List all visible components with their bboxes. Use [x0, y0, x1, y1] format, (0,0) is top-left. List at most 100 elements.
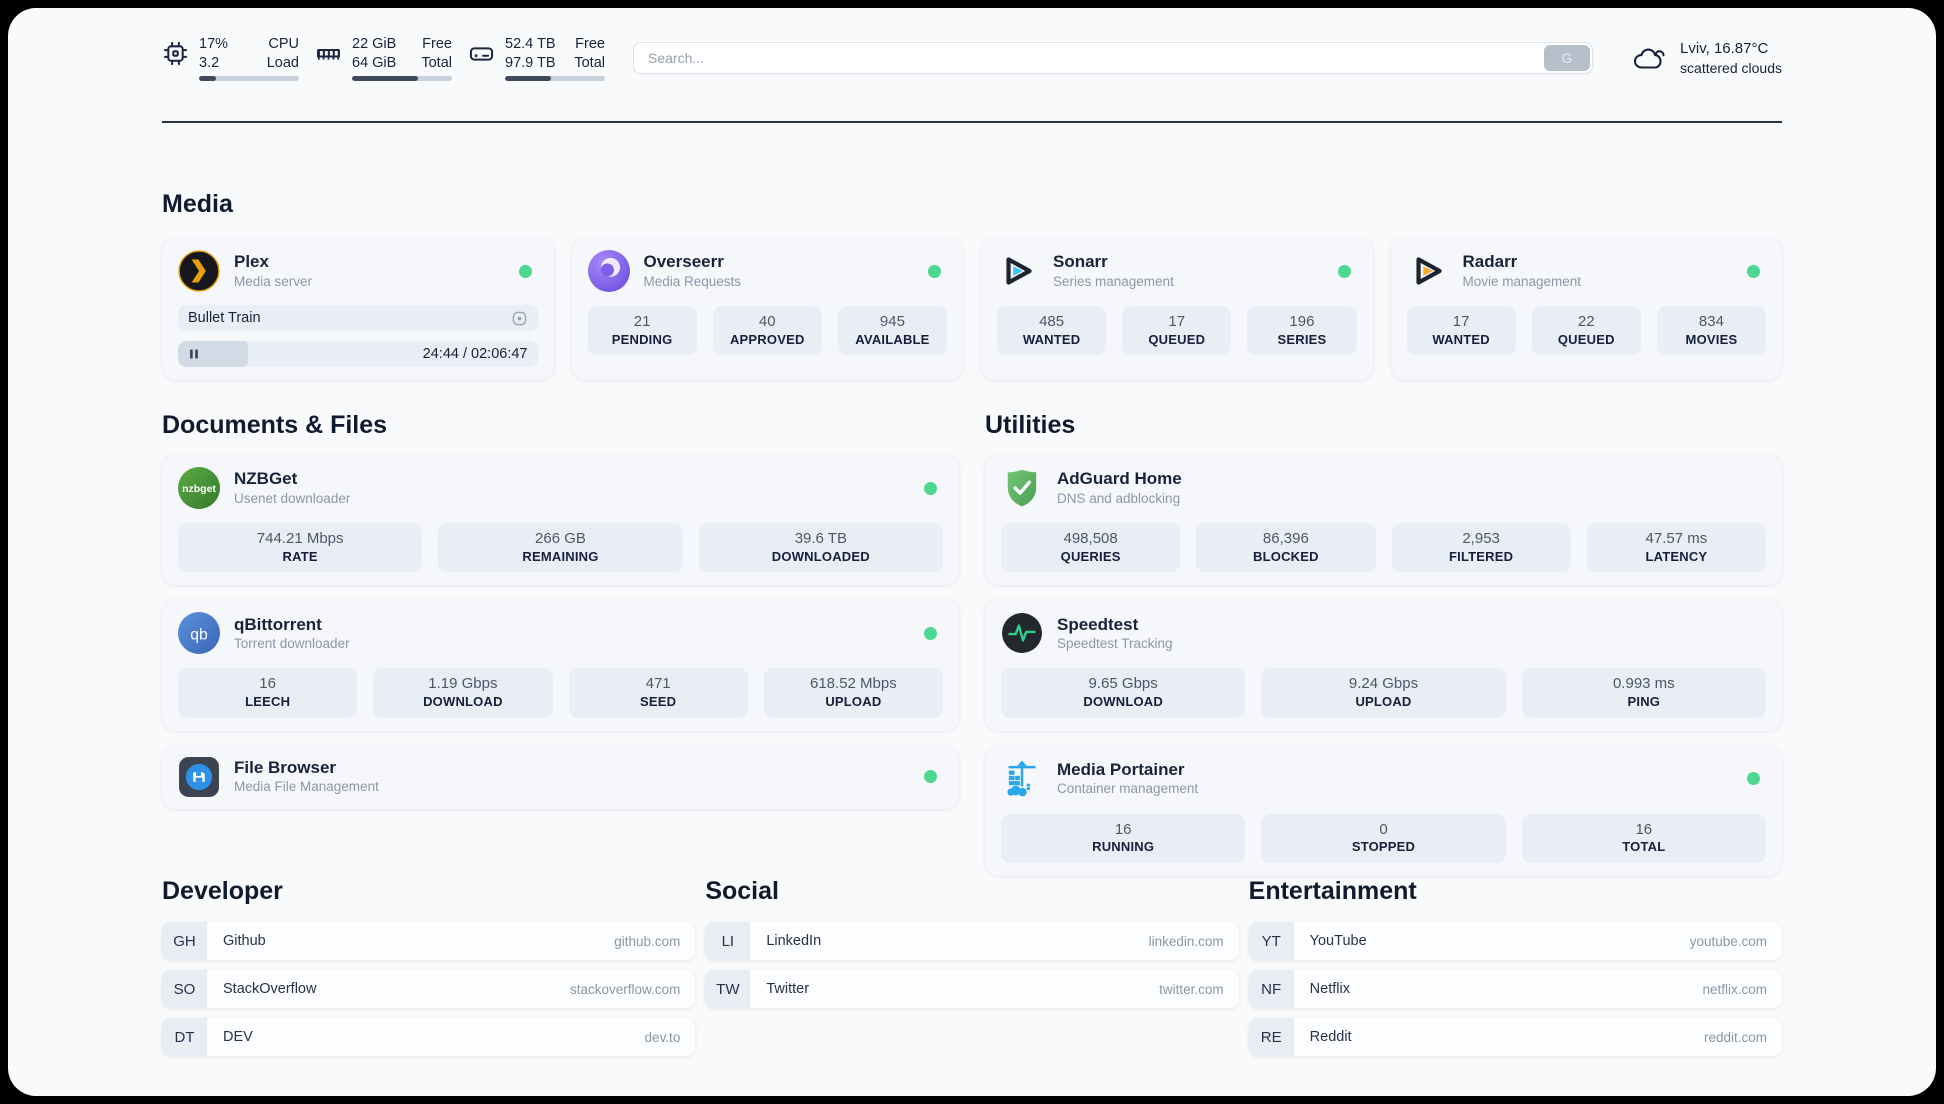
section-title-entertainment: Entertainment	[1248, 877, 1417, 906]
speedtest-icon	[1001, 612, 1043, 654]
app-subtitle: Torrent downloader	[234, 636, 350, 652]
app-name: qBittorrent	[234, 614, 322, 634]
stat-label: PING	[1627, 693, 1661, 709]
stat-box: 17 WANTED	[1406, 306, 1516, 356]
stat-box: 16 RUNNING	[1001, 813, 1246, 864]
plex-icon	[178, 250, 220, 292]
stat-label: AVAILABLE	[855, 331, 930, 347]
link-linkedin[interactable]: LI LinkedIn linkedin.com	[705, 922, 1239, 961]
link-domain: dev.to	[644, 1029, 681, 1045]
stat-value: 498,508	[1063, 530, 1118, 547]
link-abbr: NF	[1248, 970, 1294, 1009]
qbittorrent-card[interactable]: qb qBittorrent Torrent downloader	[162, 599, 959, 731]
link-reddit[interactable]: RE Reddit reddit.com	[1248, 1018, 1782, 1057]
playback-progress-fill	[178, 341, 249, 367]
media-grid: Plex Media server Bullet Train	[162, 237, 1782, 380]
link-abbr: DT	[162, 1018, 207, 1057]
app-name: Media Portainer	[1057, 760, 1185, 780]
nzbget-card[interactable]: nzbget NZBGet Usenet downloader 74	[162, 454, 959, 586]
link-domain: stackoverflow.com	[570, 981, 681, 997]
filebrowser-icon	[178, 756, 220, 798]
status-dot	[518, 264, 532, 278]
stat-label: QUEUED	[1557, 331, 1615, 347]
filebrowser-card[interactable]: File Browser Media File Management	[162, 744, 959, 809]
link-domain: github.com	[614, 933, 681, 949]
playback-time: 24:44 / 02:06:47	[422, 346, 528, 362]
stat-box: 618.52 Mbps UPLOAD	[763, 668, 943, 718]
link-stackoverflow[interactable]: SO StackOverflow stackoverflow.com	[162, 970, 696, 1009]
stat-label: UPLOAD	[825, 693, 882, 709]
section-title-documents: Documents & Files	[162, 411, 388, 439]
app-name: File Browser	[234, 758, 337, 778]
adguard-card[interactable]: AdGuard Home DNS and adblocking 498,508 …	[985, 454, 1782, 586]
stat-value: 2,953	[1462, 530, 1500, 547]
plex-card[interactable]: Plex Media server Bullet Train	[162, 237, 554, 380]
stat-box: 744.21 Mbps RATE	[178, 523, 423, 573]
bookmarks-area: Developer GH Github github.com SO StackO…	[162, 876, 1782, 1057]
stat-box: 21 PENDING	[587, 306, 697, 356]
memory-stat: 22 GiB 64 GiB Free Total	[315, 35, 452, 81]
cpu-progress-fill	[199, 75, 216, 81]
memory-progress-fill	[352, 75, 418, 81]
status-dot	[924, 626, 937, 640]
stat-label: RATE	[282, 548, 318, 564]
link-youtube[interactable]: YT YouTube youtube.com	[1248, 922, 1782, 961]
system-stats: 17% 3.2 CPU Load	[162, 35, 605, 81]
stat-box: 0.993 ms PING	[1521, 668, 1766, 718]
link-dev[interactable]: DT DEV dev.to	[162, 1018, 696, 1057]
link-name: Netflix	[1309, 981, 1350, 998]
stat-box: 1.19 Gbps DOWNLOAD	[373, 668, 553, 718]
stat-value: 22	[1577, 313, 1595, 330]
entertainment-column: Entertainment YT YouTube youtube.com NF …	[1248, 876, 1782, 1057]
app-subtitle: Container management	[1057, 781, 1199, 797]
playback-progress-bar[interactable]: 24:44 / 02:06:47	[178, 341, 538, 367]
search-input[interactable]	[633, 42, 1594, 74]
pause-button[interactable]	[188, 348, 200, 360]
link-github[interactable]: GH Github github.com	[162, 922, 696, 961]
link-abbr: LI	[705, 922, 751, 961]
status-dot	[1747, 264, 1760, 278]
disk-free-value: 52.4 TB	[505, 36, 556, 53]
search-engine-button[interactable]: G	[1544, 45, 1591, 71]
weather-widget: Lviv, 16.87°C scattered clouds	[1631, 39, 1782, 77]
memory-free-value: 22 GiB	[352, 36, 397, 53]
stat-label: TOTAL	[1622, 839, 1666, 855]
stat-box: 266 GB REMAINING	[438, 523, 683, 573]
radarr-card[interactable]: Radarr Movie management 17 WANTED 22 QUE…	[1390, 237, 1782, 380]
portainer-card[interactable]: Media Portainer Container management 16 …	[985, 744, 1782, 877]
stat-value: 47.57 ms	[1645, 530, 1708, 547]
stat-label: STOPPED	[1351, 839, 1416, 855]
status-dot	[928, 264, 941, 278]
overseerr-card[interactable]: Overseerr Media Requests 21 PENDING 40 A…	[571, 237, 963, 380]
app-name: NZBGet	[234, 469, 298, 489]
stat-value: 17	[1452, 313, 1470, 330]
weather-location-temp: Lviv, 16.87°C	[1680, 40, 1769, 58]
stat-label: SEED	[640, 693, 677, 709]
stat-label: REMAINING	[522, 548, 599, 564]
top-bar: 17% 3.2 CPU Load	[162, 8, 1782, 81]
cpu-progress-track	[199, 75, 299, 81]
disk-progress-track	[505, 75, 605, 81]
disk-icon	[468, 40, 495, 67]
stat-label: BLOCKED	[1253, 548, 1319, 564]
video-icon	[511, 310, 528, 327]
memory-label-2: Total	[421, 54, 452, 71]
stat-box: 40 APPROVED	[712, 306, 822, 356]
link-netflix[interactable]: NF Netflix netflix.com	[1248, 970, 1782, 1009]
sonarr-card[interactable]: Sonarr Series management 485 WANTED 17 Q…	[981, 237, 1373, 380]
stat-value: 0	[1379, 820, 1388, 838]
speedtest-card[interactable]: Speedtest Speedtest Tracking 9.65 Gbps D…	[985, 599, 1782, 731]
sonarr-icon	[997, 250, 1039, 292]
stat-box: 17 QUEUED	[1122, 306, 1232, 356]
status-dot	[1337, 264, 1351, 278]
stat-value: 9.65 Gbps	[1088, 675, 1158, 693]
link-twitter[interactable]: TW Twitter twitter.com	[705, 970, 1239, 1009]
stat-box: 471 SEED	[568, 668, 748, 718]
stat-value: 744.21 Mbps	[256, 530, 344, 547]
stat-box: 47.57 ms LATENCY	[1586, 523, 1766, 573]
stat-box: 39.6 TB DOWNLOADED	[698, 523, 943, 573]
search-bar: G	[633, 42, 1594, 74]
stat-box: 9.65 Gbps DOWNLOAD	[1001, 668, 1246, 718]
stat-box: 945 AVAILABLE	[837, 306, 948, 356]
link-abbr: GH	[162, 922, 207, 961]
